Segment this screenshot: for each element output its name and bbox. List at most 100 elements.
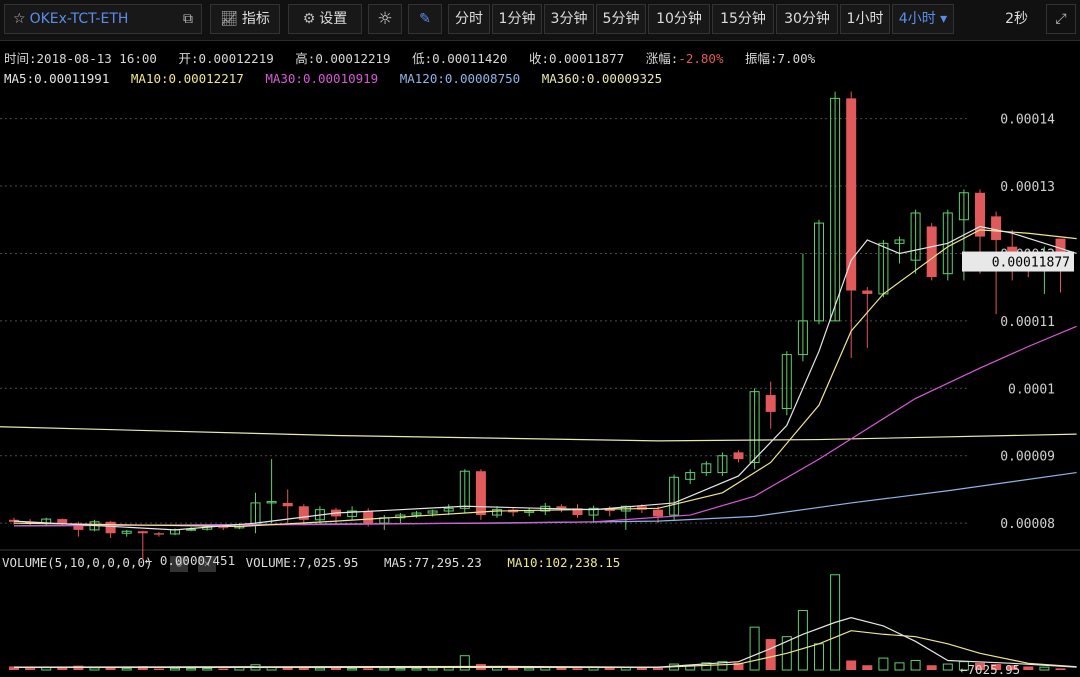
candle-body xyxy=(685,472,696,480)
candle-body xyxy=(556,506,567,509)
settings-label: 设置 xyxy=(319,11,348,27)
interval-1分钟[interactable]: 1分钟 xyxy=(492,4,542,34)
candle-body xyxy=(459,470,470,509)
candle-body xyxy=(653,509,663,517)
settings-button[interactable]: ⚙ 设置 xyxy=(288,4,362,34)
candle-body xyxy=(749,391,760,463)
candle-body xyxy=(411,512,422,516)
volume-bar xyxy=(765,639,776,670)
info-time: 时间:2018-08-13 16:00 xyxy=(4,51,157,66)
volume-bar xyxy=(653,668,663,670)
symbol-selector[interactable]: ☆ OKEx-TCT-ETH ⧉ xyxy=(4,4,202,34)
info-low: 低:0.00011420 xyxy=(412,51,508,66)
candle-body xyxy=(282,502,293,507)
candle-body xyxy=(105,521,116,534)
candle-body xyxy=(9,519,19,522)
candle-body xyxy=(347,510,358,517)
volume-bar xyxy=(862,665,873,670)
candle-body xyxy=(926,226,937,278)
interval-4小时[interactable]: 4小时 ▾ xyxy=(892,4,954,34)
candle-body xyxy=(492,509,502,516)
volume-bar xyxy=(363,668,374,670)
volume-bar xyxy=(379,667,390,671)
volume-close-icon[interactable]: ✕ xyxy=(198,555,217,572)
symbol-label: OKEx-TCT-ETH xyxy=(29,11,129,27)
volume-bar xyxy=(717,661,728,671)
theme-toggle-button[interactable]: ☼ xyxy=(368,4,402,34)
candle-body xyxy=(830,97,841,322)
volume-bar xyxy=(942,663,953,671)
volume-bar xyxy=(218,668,229,670)
ma360-legend: MA360:0.00009325 xyxy=(541,71,663,86)
volume-value: VOLUME:7,025.95 xyxy=(245,555,359,570)
volume-bar xyxy=(427,667,438,671)
volume-bar xyxy=(89,667,100,671)
popout-icon[interactable]: ⧉ xyxy=(183,11,193,27)
candle-body xyxy=(636,506,647,510)
indicators-button[interactable]: 📈︎ 指标 xyxy=(210,4,280,34)
volume-bar xyxy=(604,667,615,670)
volume-bar xyxy=(846,660,857,670)
interval-5分钟[interactable]: 5分钟 xyxy=(596,4,646,34)
volume-bar xyxy=(282,666,293,670)
interval-1小时[interactable]: 1小时 xyxy=(840,4,890,34)
interval-分时[interactable]: 分时 xyxy=(448,4,490,34)
candle-body xyxy=(894,239,905,244)
volume-bar xyxy=(1039,666,1050,671)
sun-icon: ☼ xyxy=(377,9,393,29)
volume-bar xyxy=(636,667,647,670)
volume-bar xyxy=(975,662,985,670)
candle-body xyxy=(846,98,857,291)
ma30-line xyxy=(13,325,1077,527)
volume-bar xyxy=(1007,665,1018,670)
volume-bar xyxy=(508,667,519,670)
volume-bar xyxy=(701,662,712,671)
volume-bar xyxy=(202,667,213,671)
ma10-line xyxy=(13,229,1077,528)
volume-gear-icon[interactable]: ⚙ xyxy=(170,555,189,572)
pencil-icon: ✎ xyxy=(419,11,431,27)
volume-bar xyxy=(170,667,180,671)
toolbar: ☆ OKEx-TCT-ETH ⧉ 📈︎ 指标 ⚙ 设置 ☼ ✎ 分时 1分钟 3分钟 5分钟… xyxy=(0,0,1080,41)
interval-30分钟[interactable]: 30分钟 xyxy=(776,4,838,34)
volume-bar xyxy=(830,574,841,671)
volume-bar xyxy=(186,668,197,671)
ma10-legend: MA10:0.00012217 xyxy=(130,71,244,86)
candle-body xyxy=(427,510,438,514)
volume-ma5: MA5:77,295.23 xyxy=(384,555,482,570)
volume-bar xyxy=(25,668,36,670)
info-change: 涨幅:-2.80% xyxy=(645,51,724,66)
volume-bar xyxy=(331,667,341,670)
price-tick-label: 0.00013 xyxy=(1000,180,1055,195)
candle-body xyxy=(153,533,164,535)
price-tick-label: 0.00008 xyxy=(1000,517,1055,532)
candle-body xyxy=(781,354,792,410)
interval-3分钟[interactable]: 3分钟 xyxy=(544,4,594,34)
interval-10分钟[interactable]: 10分钟 xyxy=(648,4,710,34)
low-price-marker: ← 0.00007451 xyxy=(145,553,235,568)
price-tick-label: 0.00014 xyxy=(1000,113,1055,128)
candle-body xyxy=(475,471,486,516)
candle-body xyxy=(266,501,277,504)
refresh-rate[interactable]: 2秒 xyxy=(1005,11,1028,27)
candle-body xyxy=(975,192,985,237)
candle-info-row: 时间:2018-08-13 16:00 开:0.00012219 高:0.000… xyxy=(4,48,829,67)
fullscreen-icon: ⤢ xyxy=(1055,11,1067,27)
candle-body xyxy=(942,212,953,275)
interval-15分钟[interactable]: 15分钟 xyxy=(712,4,774,34)
star-icon[interactable]: ☆ xyxy=(13,11,26,27)
ma5-legend: MA5:0.00011991 xyxy=(4,71,110,86)
draw-tool-button[interactable]: ✎ xyxy=(408,4,442,34)
candle-body xyxy=(218,527,229,529)
candle-body xyxy=(958,192,969,221)
volume-bar xyxy=(910,659,921,671)
indicator-chart-icon: 📈︎ xyxy=(220,11,238,27)
info-open: 开:0.00012219 xyxy=(178,51,274,66)
current-price-label: 0.00011877 xyxy=(992,256,1070,271)
gear-icon: ⚙ xyxy=(302,11,316,27)
candle-body xyxy=(765,395,776,412)
fullscreen-button[interactable]: ⤢ xyxy=(1046,4,1076,34)
current-price-box xyxy=(962,251,1074,272)
volume-bar xyxy=(105,667,116,670)
